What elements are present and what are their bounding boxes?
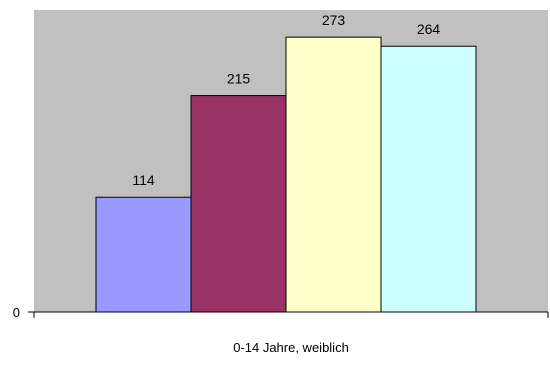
data-label-4: 264 (417, 21, 441, 37)
data-label-2: 215 (227, 71, 251, 87)
bar-1 (95, 196, 192, 313)
bar-2 (190, 95, 287, 313)
y-tick-label: 0 (13, 305, 20, 320)
bar-3 (285, 36, 382, 313)
data-labels-group: 114 215 273 264 (132, 12, 440, 188)
data-label-3: 273 (322, 12, 346, 28)
bar-4 (380, 45, 477, 313)
bars-group (95, 36, 477, 313)
data-label-1: 114 (132, 172, 155, 188)
category-label: 0-14 Jahre, weiblich (233, 340, 349, 355)
